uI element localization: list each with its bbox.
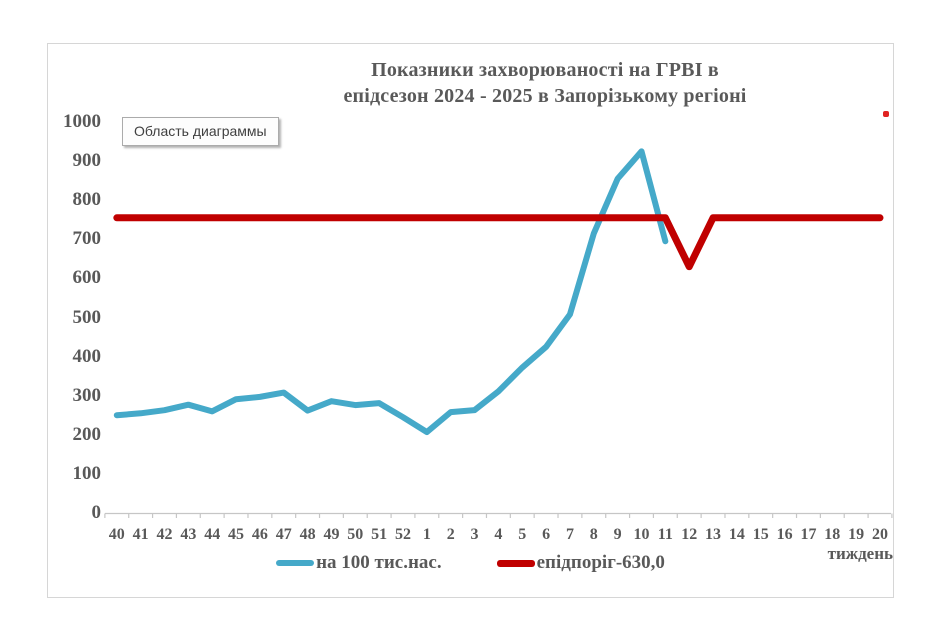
x-axis-label: 49 — [323, 526, 340, 543]
legend-line-sample-blue-icon — [276, 560, 315, 566]
legend-item-series1[interactable]: на 100 тис.нас. — [276, 552, 442, 574]
chart-title-line1: Показники захворюваності на ГРВІ в — [371, 59, 719, 81]
legend-label-series1: на 100 тис.нас. — [316, 552, 442, 573]
x-axis-label: 9 — [613, 526, 622, 543]
x-axis-label: 19 — [848, 526, 865, 543]
x-axis-label: 11 — [657, 526, 673, 543]
x-axis-label: 40 — [108, 526, 125, 543]
x-axis-label: 52 — [395, 526, 411, 543]
x-axis-label: 46 — [251, 526, 268, 543]
x-axis-label: 12 — [681, 526, 698, 543]
series-line-1[interactable] — [113, 148, 669, 436]
y-axis-label: 0 — [91, 502, 102, 523]
x-axis-label: 51 — [371, 526, 388, 543]
x-axis-label: 14 — [728, 526, 745, 543]
series-line-2[interactable] — [113, 214, 884, 271]
x-axis-label: 4 — [494, 526, 503, 543]
x-axis-label: 50 — [347, 526, 364, 543]
x-axis-label: 43 — [180, 526, 197, 543]
legend-item-series2[interactable]: епідпоріг-630,0 — [496, 552, 665, 574]
legend[interactable]: на 100 тис.нас. епідпоріг-630,0 — [47, 552, 894, 574]
x-axis-label: 1 — [422, 526, 431, 543]
y-axis-label: 500 — [72, 306, 102, 328]
y-axis-label: 600 — [72, 267, 102, 289]
y-axis-label: 800 — [72, 189, 102, 211]
y-axis-label: 300 — [72, 384, 102, 406]
y-axis-label: 200 — [72, 423, 102, 445]
x-axis-label: 8 — [589, 526, 598, 543]
x-axis-label: 44 — [204, 526, 221, 543]
x-axis-label: 17 — [800, 526, 817, 543]
chart-area-tooltip: Область диаграммы — [122, 117, 279, 146]
x-axis-label: 13 — [705, 526, 722, 543]
x-axis-label: 42 — [156, 526, 173, 543]
x-axis-label: 48 — [299, 526, 316, 543]
x-axis-label: 6 — [542, 526, 551, 543]
x-axis-label: 7 — [565, 526, 574, 543]
x-axis-title[interactable]: тиждень — [827, 544, 893, 563]
x-axis-label: 18 — [824, 526, 841, 543]
y-axis-label: 700 — [72, 228, 102, 250]
x-axis-label: 47 — [275, 526, 292, 543]
x-axis-label: 16 — [776, 526, 793, 543]
stray-marker-dot — [883, 111, 889, 117]
x-axis-label: 45 — [228, 526, 245, 543]
legend-label-series2: епідпоріг-630,0 — [536, 552, 665, 573]
legend-line-sample-red-icon — [496, 559, 535, 567]
y-axis-label: 400 — [72, 345, 102, 367]
x-axis-label: 20 — [872, 526, 888, 543]
y-axis-label: 900 — [72, 150, 102, 172]
y-axis-label: 1000 — [63, 111, 101, 132]
x-axis-label: 15 — [752, 526, 769, 543]
chart-title-line2: епідсезон 2024 - 2025 в Запорізькому рег… — [343, 85, 747, 107]
x-axis-label: 3 — [470, 526, 479, 543]
x-axis-label: 5 — [518, 526, 527, 543]
x-axis-label: 41 — [132, 526, 149, 543]
x-axis-label: 2 — [446, 526, 455, 543]
x-axis-label: 10 — [633, 526, 650, 543]
y-axis-label: 100 — [72, 462, 102, 484]
chart-title[interactable]: Показники захворюваності на ГРВІ в епідс… — [150, 57, 940, 109]
